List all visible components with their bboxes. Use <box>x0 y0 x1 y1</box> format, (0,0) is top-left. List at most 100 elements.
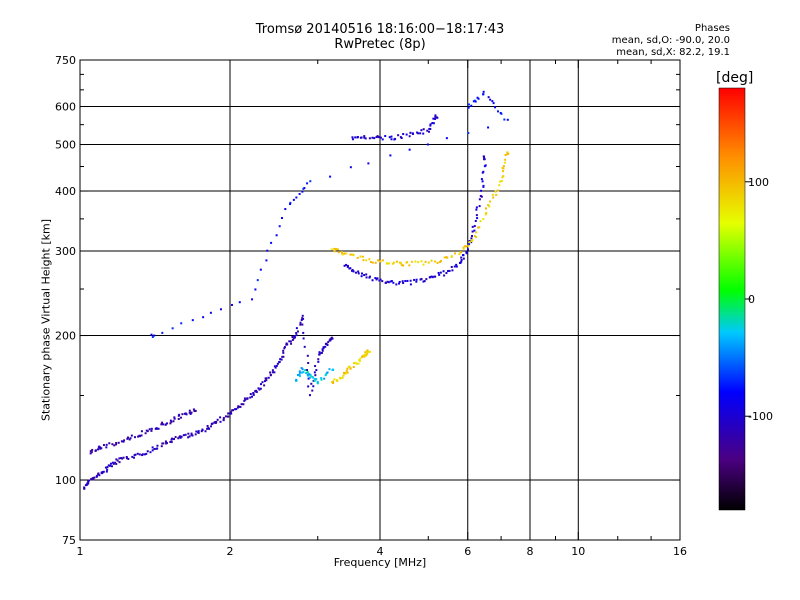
data-point-s0-3-5 <box>112 462 115 465</box>
data-point-s7-3-4 <box>301 190 304 193</box>
data-point-s5-7-2 <box>475 231 478 234</box>
data-point-s1-2-1 <box>120 440 123 443</box>
data-points <box>83 90 510 490</box>
x-tick-label-16: 16 <box>673 545 687 558</box>
phases-header: Phases <box>694 23 730 34</box>
data-point-s0-23-1 <box>324 345 327 348</box>
data-point-s1-5-2 <box>170 420 173 423</box>
data-point-s5-0-2 <box>334 247 337 250</box>
y-tick-label-400: 400 <box>55 185 76 198</box>
data-point-s0-1-6 <box>95 474 98 477</box>
data-point-s3-1-9 <box>348 365 351 368</box>
data-point-s2-1-5 <box>306 373 309 376</box>
data-point-s4-8-6 <box>470 235 473 238</box>
data-point-s4-11-2 <box>483 158 486 161</box>
data-point-s5-7-0 <box>475 235 478 238</box>
data-point-s4-7-1 <box>460 260 463 263</box>
data-point-s7-3-7 <box>292 198 295 201</box>
data-point-s5-4-9 <box>434 260 437 263</box>
data-point-s6-3-2 <box>411 132 414 135</box>
data-point-s0-3-9 <box>118 461 121 464</box>
data-point-s3-2-1 <box>352 366 355 369</box>
data-point-s2-2-2 <box>309 374 312 377</box>
data-point-s0-6-6 <box>161 442 164 445</box>
data-point-s6-3-8 <box>422 128 425 131</box>
data-point-s0-5-6 <box>145 452 148 455</box>
data-point-s4-8-5 <box>470 237 473 240</box>
data-point-s0-15-2 <box>259 383 262 386</box>
data-point-s5-1-1 <box>345 252 348 255</box>
data-point-s4-9-5 <box>475 206 478 209</box>
data-point-s0-9-3 <box>197 431 200 434</box>
data-point-s4-4-6 <box>420 277 423 280</box>
data-point-s0-5-5 <box>143 453 146 456</box>
data-point-s0-5-9 <box>151 449 154 452</box>
data-point-s0-7-4 <box>171 437 174 440</box>
data-point-s1-2-3 <box>122 440 125 443</box>
data-point-s0-5-0 <box>134 453 137 456</box>
data-point-s5-2-9 <box>386 262 389 265</box>
data-point-s5-8-6 <box>494 190 497 193</box>
data-point-s6-0-2 <box>354 136 357 139</box>
data-point-s4-9-2 <box>476 217 479 220</box>
data-point-s5-7-9 <box>485 207 488 210</box>
data-point-s4-7-0 <box>459 261 462 264</box>
data-point-s1-2-2 <box>123 439 126 442</box>
data-point-s1-2-4 <box>126 437 129 440</box>
data-point-s5-9-7 <box>504 161 507 164</box>
x-tick-label-4: 4 <box>377 545 384 558</box>
data-point-s2-3-2 <box>320 378 323 381</box>
data-point-s0-22-5 <box>320 351 323 354</box>
data-point-s1-1-0 <box>99 446 102 449</box>
data-point-s7-3-1 <box>306 182 309 185</box>
data-point-s0-18-5 <box>289 340 292 343</box>
data-point-s0-8-3 <box>184 433 187 436</box>
data-point-s4-6-8 <box>455 263 458 266</box>
data-point-s0-23-7 <box>327 341 330 344</box>
data-point-s0-20-5 <box>306 354 309 357</box>
data-point-s0-13-8 <box>246 397 249 400</box>
data-point-s7-3-3 <box>302 187 305 190</box>
y-tick-label-500: 500 <box>55 139 76 152</box>
data-point-s0-21-9 <box>317 360 320 363</box>
data-point-s2-3-9 <box>328 368 331 371</box>
data-point-s0-5-7 <box>146 450 149 453</box>
data-point-s7-4-6 <box>265 259 268 262</box>
data-point-s4-10-2 <box>482 184 485 187</box>
data-point-s5-6-6 <box>467 244 470 247</box>
data-point-s4-0-9 <box>354 271 357 274</box>
data-point-s0-21-7 <box>315 369 318 372</box>
data-point-s2-0-7 <box>298 373 301 376</box>
data-point-s4-4-9 <box>425 278 428 281</box>
data-point-s1-4-3 <box>155 427 158 430</box>
data-point-s4-3-7 <box>402 282 405 285</box>
data-point-s0-23-3 <box>324 342 327 345</box>
x-tick-label-6: 6 <box>464 545 471 558</box>
data-point-s4-7-6 <box>462 254 465 257</box>
data-point-s4-8-8 <box>473 229 476 232</box>
data-point-s2-2-1 <box>308 376 311 379</box>
data-point-s7-3-5 <box>298 192 301 195</box>
data-point-s6-4-7 <box>432 117 435 120</box>
data-point-s4-6-5 <box>450 265 453 268</box>
data-point-s7-0-0 <box>467 106 470 109</box>
data-point-s1-4-0 <box>150 429 153 432</box>
data-point-s4-3-2 <box>392 281 395 284</box>
data-point-s1-2-0 <box>117 441 120 444</box>
data-point-s0-1-3 <box>93 476 96 479</box>
data-point-s0-2-5 <box>105 470 108 473</box>
data-point-s4-3-0 <box>389 280 392 283</box>
data-point-s4-2-3 <box>378 279 381 282</box>
data-point-s7-4-9 <box>254 288 257 291</box>
data-point-s1-6-1 <box>181 413 184 416</box>
data-point-s3-1-5 <box>345 369 348 372</box>
data-point-s0-21-5 <box>314 374 317 377</box>
data-point-s7-3-0 <box>309 180 312 183</box>
data-point-s3-0-9 <box>341 376 344 379</box>
data-point-s0-21-8 <box>314 365 317 368</box>
data-point-s4-3-6 <box>401 280 404 283</box>
data-point-s2-3-7 <box>325 373 328 376</box>
data-point-s5-5-0 <box>436 261 439 264</box>
data-point-s1-2-9 <box>133 436 136 439</box>
data-point-s3-0-8 <box>342 374 345 377</box>
